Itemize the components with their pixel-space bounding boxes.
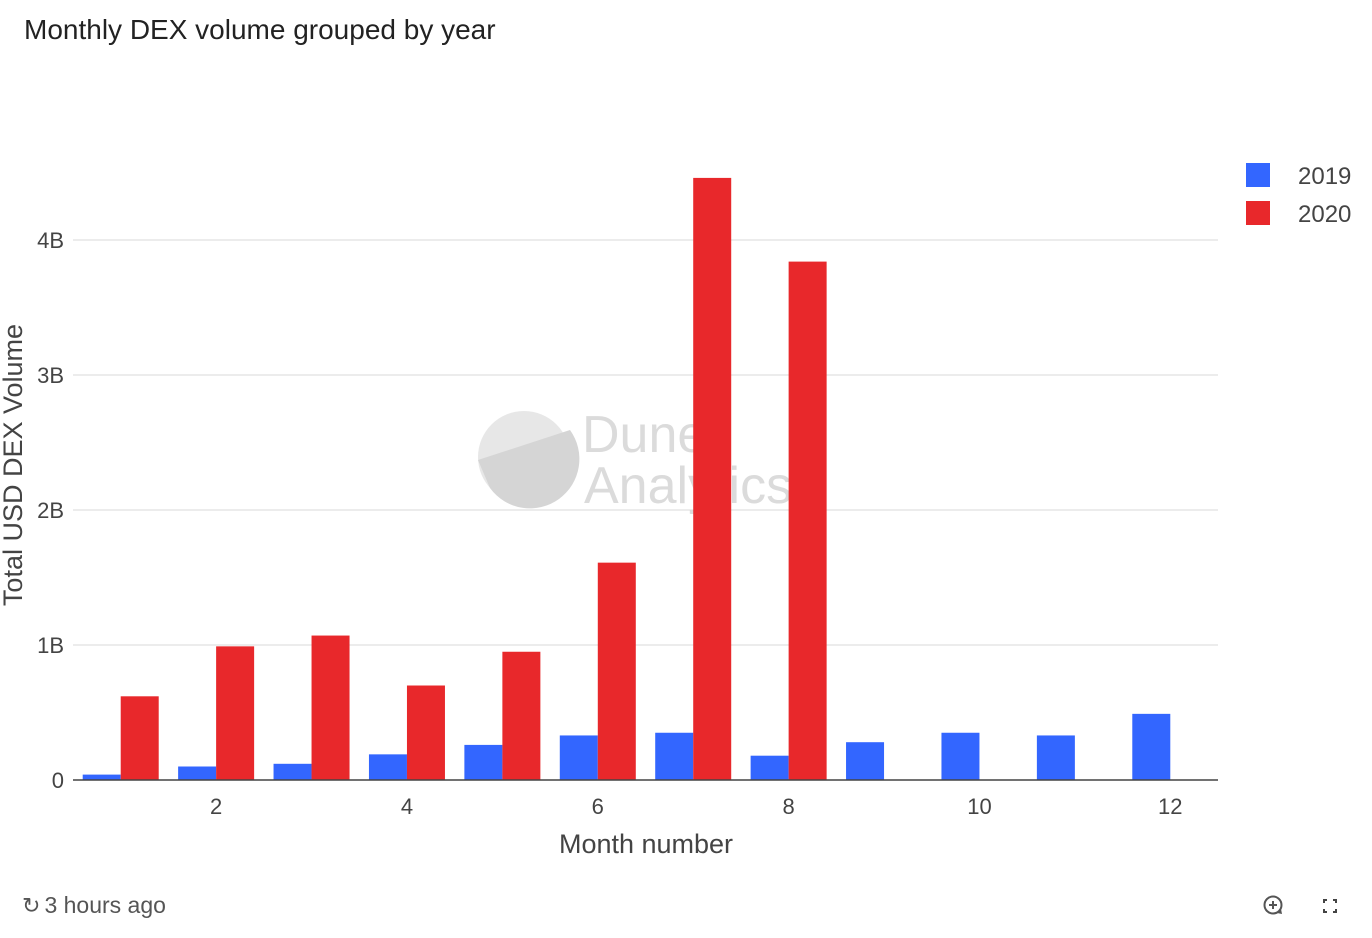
watermark-line1: Dune xyxy=(582,406,706,464)
zoom-in-icon[interactable] xyxy=(1262,894,1286,918)
x-tick-label: 2 xyxy=(210,794,222,819)
bar-2019-month-10[interactable] xyxy=(941,732,980,780)
bar-2020-month-7[interactable] xyxy=(693,177,732,780)
bar-2020-month-4[interactable] xyxy=(406,685,445,781)
y-tick-label: 4B xyxy=(37,228,64,253)
bar-2020-month-1[interactable] xyxy=(120,696,159,780)
refresh-icon[interactable]: ↻ xyxy=(22,892,41,918)
dune-analytics-watermark: Dune Analytics xyxy=(478,406,792,515)
x-tick-label: 4 xyxy=(401,794,413,819)
legend-swatch-2019[interactable] xyxy=(1246,163,1270,187)
bar-2020-month-6[interactable] xyxy=(597,562,636,780)
legend-label-2019[interactable]: 2019 xyxy=(1298,163,1351,190)
bar-2019-month-3[interactable] xyxy=(273,763,312,780)
x-tick-label: 8 xyxy=(783,794,795,819)
bar-2019-month-12[interactable] xyxy=(1132,713,1171,780)
chart-title: Monthly DEX volume grouped by year xyxy=(24,14,496,45)
x-tick-label: 6 xyxy=(592,794,604,819)
bar-2020-month-5[interactable] xyxy=(502,651,541,780)
y-axis-label: Total USD DEX Volume xyxy=(0,324,28,606)
y-tick-label: 0 xyxy=(52,768,64,793)
bar-2019-month-1[interactable] xyxy=(82,774,121,780)
bar-2020-month-3[interactable] xyxy=(311,635,350,780)
fullscreen-icon[interactable] xyxy=(1318,894,1342,918)
last-updated: ↻ 3 hours ago xyxy=(22,892,166,919)
bar-2020-month-8[interactable] xyxy=(788,261,827,781)
legend-swatch-2020[interactable] xyxy=(1246,201,1270,225)
last-updated-text: 3 hours ago xyxy=(44,892,166,918)
x-tick-label: 12 xyxy=(1158,794,1182,819)
bar-2019-month-11[interactable] xyxy=(1036,735,1075,780)
y-tick-label: 2B xyxy=(37,498,64,523)
y-tick-label: 1B xyxy=(37,633,64,658)
bar-chart: Dune Analytics 0 1B 2B 3B 4B 2 4 6 8 10 12 2019 202… xyxy=(0,163,1351,859)
bar-2019-month-6[interactable] xyxy=(559,735,598,780)
y-tick-label: 3B xyxy=(37,363,64,388)
bar-2019-month-4[interactable] xyxy=(368,754,407,780)
legend-label-2020[interactable]: 2020 xyxy=(1298,201,1351,228)
x-tick-label: 10 xyxy=(967,794,991,819)
bar-2019-month-7[interactable] xyxy=(655,732,694,780)
bar-2020-month-2[interactable] xyxy=(216,646,255,780)
bar-2019-month-8[interactable] xyxy=(750,755,789,780)
watermark-line2: Analytics xyxy=(584,457,792,515)
x-axis-label: Month number xyxy=(559,829,733,859)
bar-2019-month-9[interactable] xyxy=(846,742,885,780)
bar-2019-month-2[interactable] xyxy=(178,766,217,781)
bar-2019-month-5[interactable] xyxy=(464,744,503,780)
